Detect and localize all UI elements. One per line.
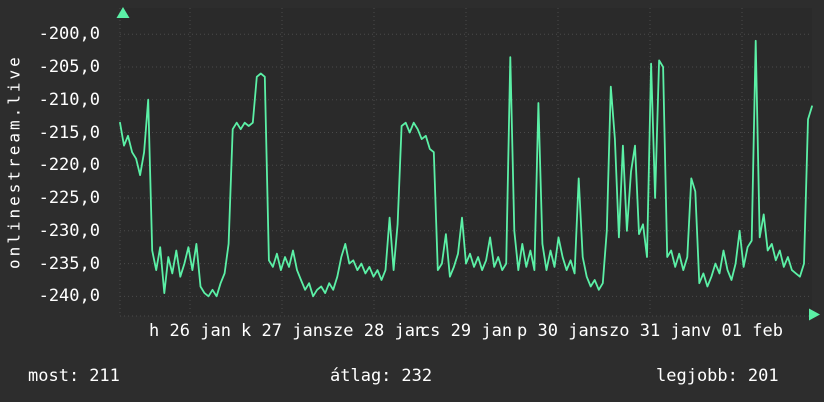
y-axis-arrow-icon (116, 7, 130, 18)
x-axis-tick-label: cs 29 jan (419, 321, 513, 341)
y-axis-tick-label: -230,0 (38, 220, 100, 241)
stat-best-label: legjobb: (656, 366, 738, 386)
stat-average: átlag: 232 (330, 366, 432, 386)
y-axis-tick-label: -200,0 (38, 24, 100, 45)
y-axis-tick-label: -225,0 (38, 188, 100, 209)
y-axis-tick-label: -215,0 (38, 122, 100, 143)
stat-best-value: 201 (747, 366, 779, 386)
y-axis-tick-label: -220,0 (38, 155, 100, 176)
stat-average-value: 232 (401, 366, 433, 386)
series-line (119, 39, 813, 298)
x-axis-tick-label: h 26 jan (149, 321, 231, 341)
x-axis-tick-label: k 27 jan (241, 321, 323, 341)
x-axis-tick-label: szo 31 jan (598, 321, 702, 341)
stat-average-label: átlag: (330, 366, 392, 386)
y-axis-tick-label: -205,0 (38, 56, 100, 77)
x-axis-arrow-icon (809, 308, 820, 321)
y-axis-tick-label: -240,0 (38, 286, 100, 307)
stat-current-label: most: (28, 366, 80, 386)
stats-footer: most: 211 átlag: 232 legjobb: 201 (0, 366, 824, 390)
stat-best: legjobb: 201 (656, 366, 779, 386)
stat-current-value: 211 (89, 366, 120, 386)
x-axis-tick-label: sze 28 jan (322, 321, 426, 341)
stat-current: most: 211 (28, 366, 120, 386)
y-axis-labels: -200,0 -205,0 -210,0 -215,0 -220,0 -225,0 -230… (0, 0, 104, 402)
y-axis-tick-label: -235,0 (38, 253, 100, 274)
x-axis-tick-label: p 30 jan (517, 321, 599, 341)
plot-background (120, 8, 812, 316)
y-axis-tick-label: -210,0 (38, 89, 100, 110)
x-axis-labels: h 26 jan k 27 jan sze 28 jan cs 29 jan p 30 … (0, 321, 824, 343)
x-axis-tick-label: v 01 feb (701, 321, 783, 341)
